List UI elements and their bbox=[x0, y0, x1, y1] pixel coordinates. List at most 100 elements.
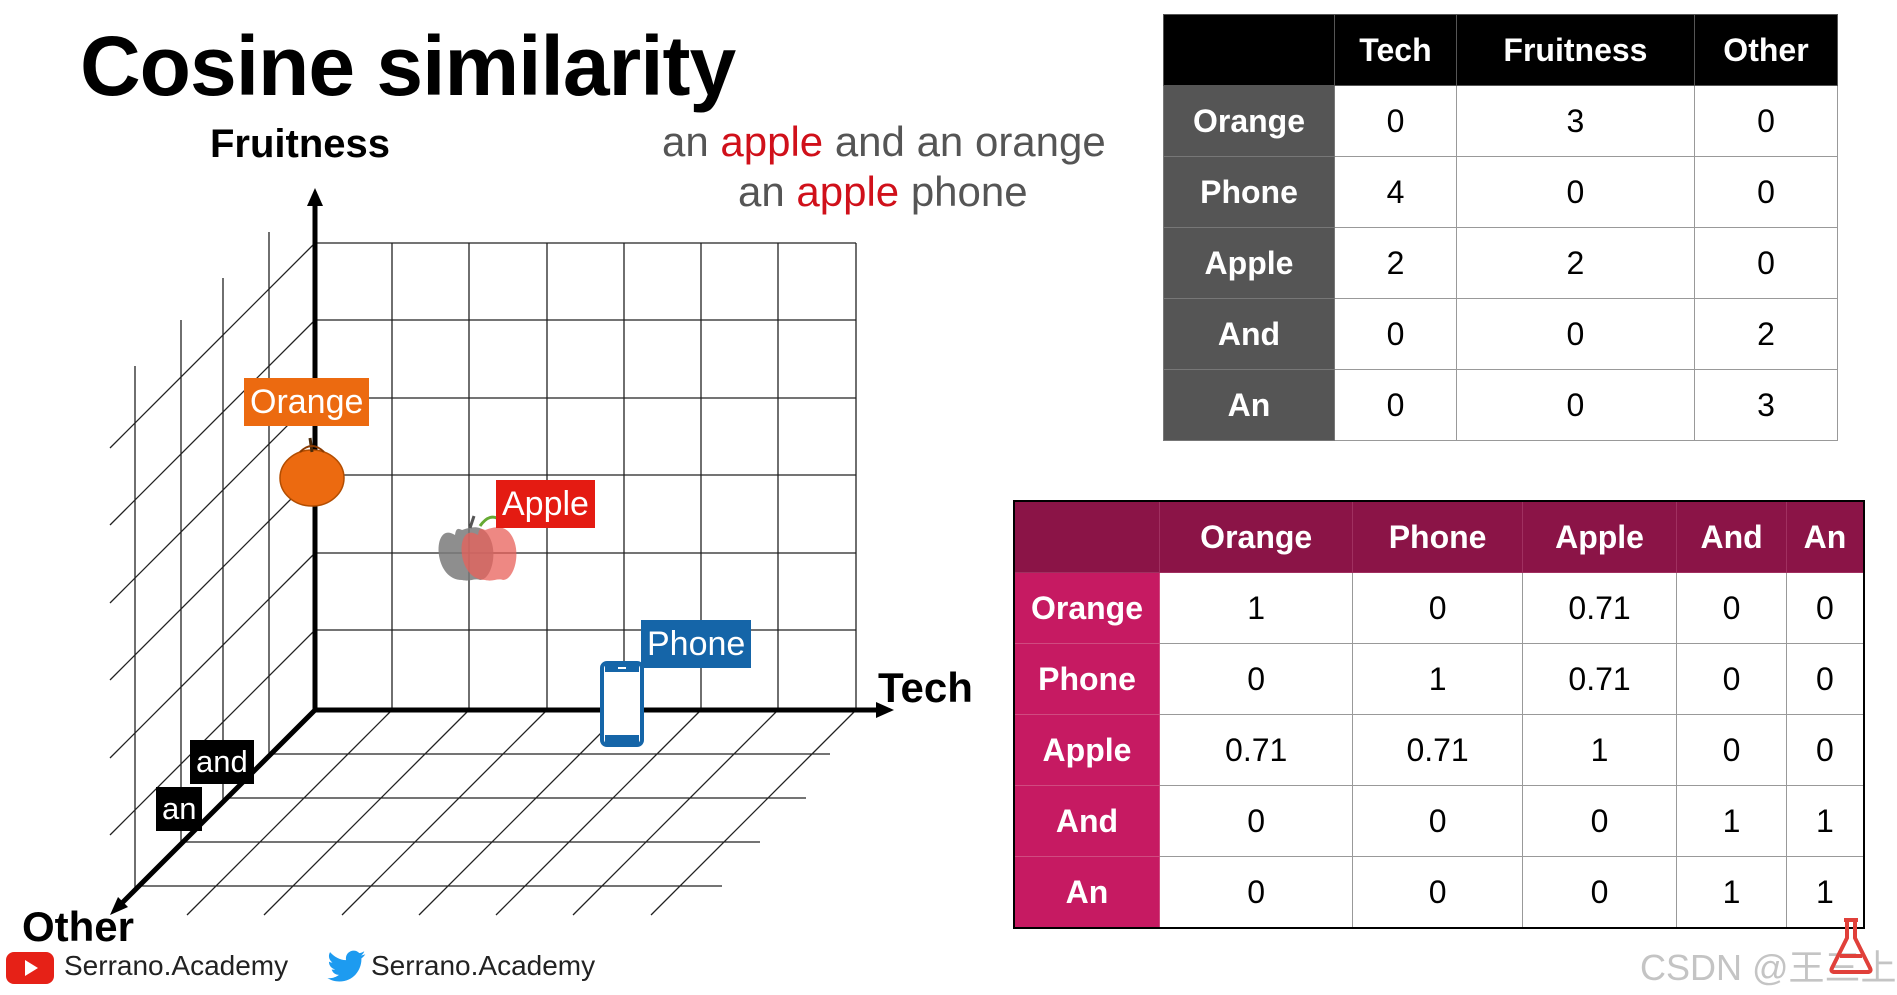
table-cell: 0 bbox=[1785, 714, 1865, 786]
table-header-row: Orange Phone Apple And An bbox=[1013, 500, 1865, 573]
axis-label-other: Other bbox=[22, 903, 135, 950]
table-cell: 0 bbox=[1455, 369, 1695, 441]
table-row: And 0 0 0 1 1 bbox=[1013, 785, 1865, 857]
table-cell: 0 bbox=[1158, 643, 1354, 715]
table-cell: 3 bbox=[1693, 369, 1839, 441]
table-cell: 0 bbox=[1158, 856, 1354, 929]
table-cell: 2 bbox=[1693, 298, 1839, 370]
table-cell: 0 bbox=[1334, 298, 1457, 370]
table-header-cell: And bbox=[1676, 500, 1787, 573]
row-label: And bbox=[1163, 298, 1335, 370]
table-cell: 0 bbox=[1693, 227, 1839, 299]
table-cell: 0 bbox=[1785, 643, 1865, 715]
table-cell: 0 bbox=[1521, 785, 1678, 857]
youtube-channel-name: Serrano.Academy bbox=[64, 950, 289, 981]
point-label-and: and bbox=[190, 740, 254, 784]
flask-logo-icon bbox=[1829, 918, 1873, 974]
table-cell: 0 bbox=[1521, 856, 1678, 929]
axis-arrowheads bbox=[110, 188, 894, 915]
table-header-cell: Fruitness bbox=[1455, 14, 1695, 86]
table-header-cell bbox=[1163, 14, 1335, 86]
table-row: An 0 0 0 1 1 bbox=[1013, 856, 1865, 929]
watermark-text: CSDN @王三上 bbox=[1640, 947, 1897, 988]
row-label: An bbox=[1163, 369, 1335, 441]
point-label-apple: Apple bbox=[496, 480, 595, 528]
table-header-cell: Tech bbox=[1334, 14, 1457, 86]
table-row: And 0 0 2 bbox=[1163, 298, 1839, 370]
back-grid bbox=[315, 242, 857, 710]
table-header-cell bbox=[1013, 500, 1160, 573]
table-row: Phone 0 1 0.71 0 0 bbox=[1013, 643, 1865, 715]
point-label-orange: Orange bbox=[244, 378, 370, 426]
table-cell: 1 bbox=[1521, 714, 1678, 786]
sentence-text: an bbox=[738, 168, 797, 215]
table-header-row: Tech Fruitness Other bbox=[1163, 14, 1839, 86]
sentence-text: and an orange bbox=[823, 118, 1106, 165]
example-sentence-2: an apple phone bbox=[738, 168, 1028, 216]
table-cell: 0 bbox=[1785, 572, 1865, 644]
table-cell: 0.71 bbox=[1521, 572, 1678, 644]
floor-grid bbox=[139, 709, 857, 916]
sentence-highlight: apple bbox=[720, 118, 824, 165]
cosine-similarity-table: Orange Phone Apple And An Orange 1 0 0.7… bbox=[1013, 500, 1865, 929]
axis-label-tech: Tech bbox=[878, 664, 973, 711]
table-cell: 1 bbox=[1676, 785, 1787, 857]
table-cell: 1 bbox=[1676, 856, 1787, 929]
table-cell: 1 bbox=[1785, 856, 1865, 929]
twitter-icon bbox=[327, 950, 366, 982]
youtube-icon bbox=[6, 952, 54, 984]
table-cell: 0 bbox=[1676, 572, 1787, 644]
table-cell: 1 bbox=[1785, 785, 1865, 857]
table-cell: 1 bbox=[1352, 643, 1523, 715]
phone-device-icon bbox=[600, 661, 644, 747]
orange-fruit-icon bbox=[279, 437, 345, 507]
table-cell: 4 bbox=[1334, 156, 1457, 228]
example-sentence-1: an apple and an orange bbox=[662, 118, 1106, 166]
table-header-cell: Apple bbox=[1521, 500, 1678, 573]
row-label: And bbox=[1013, 785, 1160, 857]
point-label-an: an bbox=[156, 787, 203, 831]
row-label: Phone bbox=[1163, 156, 1335, 228]
table-row: Orange 0 3 0 bbox=[1163, 85, 1839, 157]
table-cell: 0 bbox=[1352, 572, 1523, 644]
table-header-cell: Other bbox=[1693, 14, 1839, 86]
table-row: Phone 4 0 0 bbox=[1163, 156, 1839, 228]
page-title: Cosine similarity bbox=[80, 19, 736, 113]
table-row: Orange 1 0 0.71 0 0 bbox=[1013, 572, 1865, 644]
table-cell: 0 bbox=[1455, 156, 1695, 228]
table-cell: 3 bbox=[1455, 85, 1695, 157]
table-row: Apple 0.71 0.71 1 0 0 bbox=[1013, 714, 1865, 786]
table-cell: 0 bbox=[1455, 298, 1695, 370]
row-label: Apple bbox=[1013, 714, 1160, 786]
table-cell: 0 bbox=[1334, 85, 1457, 157]
row-label: Orange bbox=[1013, 572, 1160, 644]
table-header-cell: Orange bbox=[1158, 500, 1354, 573]
table-row: Apple 2 2 0 bbox=[1163, 227, 1839, 299]
table-cell: 0 bbox=[1352, 785, 1523, 857]
table-header-cell: An bbox=[1785, 500, 1865, 573]
table-cell: 0 bbox=[1693, 156, 1839, 228]
apple-fruit-icon bbox=[438, 515, 517, 581]
table-cell: 0 bbox=[1693, 85, 1839, 157]
twitter-handle: Serrano.Academy bbox=[371, 950, 596, 981]
table-cell: 0.71 bbox=[1521, 643, 1678, 715]
table-cell: 1 bbox=[1158, 572, 1354, 644]
word-vector-table: Tech Fruitness Other Orange 0 3 0 Phone … bbox=[1163, 14, 1839, 441]
table-cell: 2 bbox=[1455, 227, 1695, 299]
table-header-cell: Phone bbox=[1352, 500, 1523, 573]
table-cell: 2 bbox=[1334, 227, 1457, 299]
axis-label-fruitness: Fruitness bbox=[210, 122, 391, 166]
row-label: Apple bbox=[1163, 227, 1335, 299]
table-cell: 0 bbox=[1676, 643, 1787, 715]
table-cell: 0.71 bbox=[1352, 714, 1523, 786]
sentence-highlight: apple bbox=[796, 168, 900, 215]
row-label: An bbox=[1013, 856, 1160, 929]
table-cell: 0 bbox=[1352, 856, 1523, 929]
sentence-text: phone bbox=[899, 168, 1028, 215]
table-cell: 0 bbox=[1158, 785, 1354, 857]
row-label: Phone bbox=[1013, 643, 1160, 715]
point-label-phone: Phone bbox=[641, 620, 752, 668]
table-cell: 0 bbox=[1676, 714, 1787, 786]
sentence-text: an bbox=[662, 118, 721, 165]
side-grid bbox=[109, 232, 316, 890]
